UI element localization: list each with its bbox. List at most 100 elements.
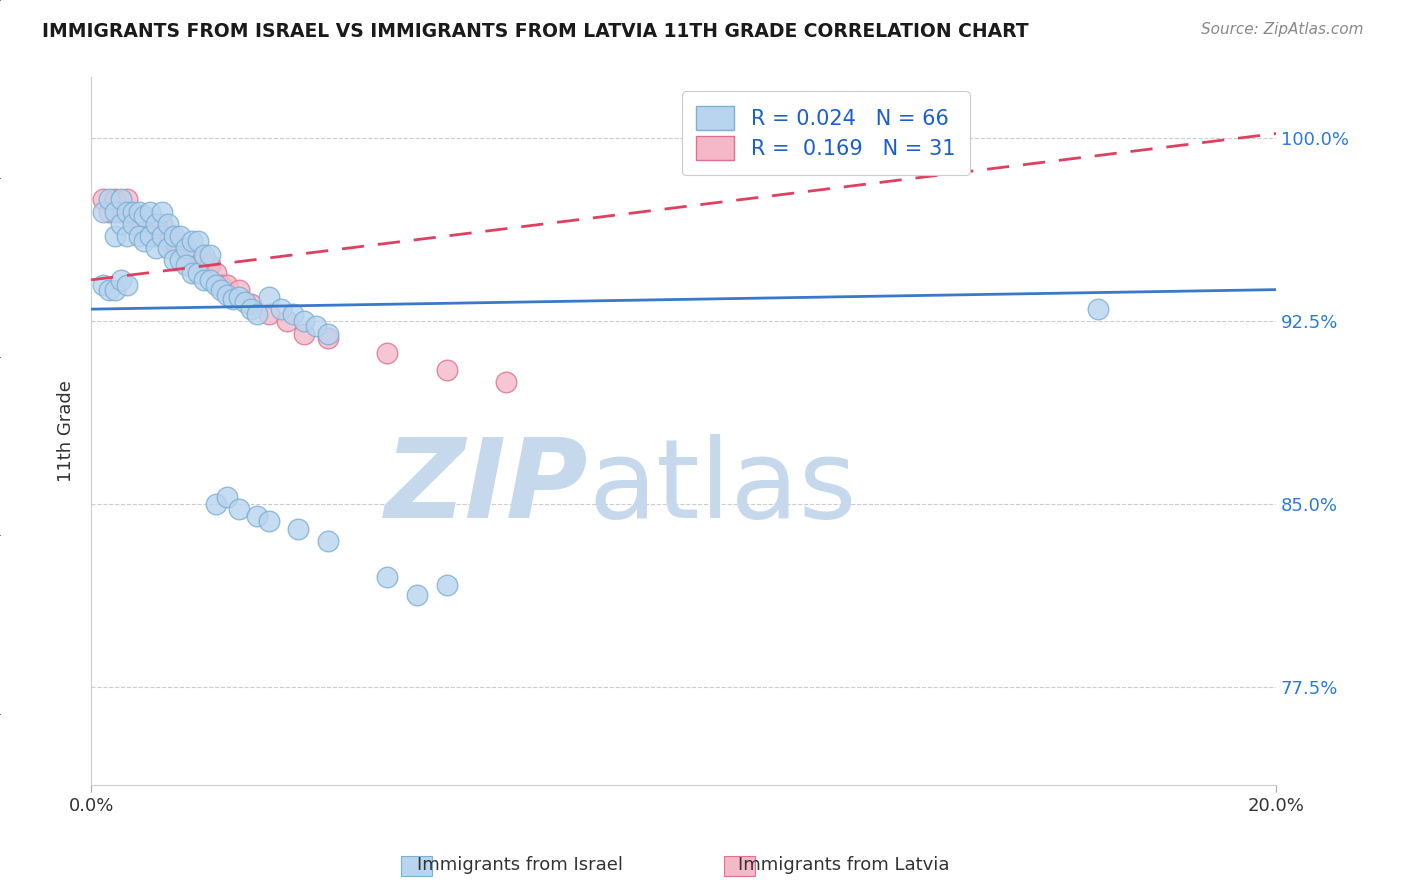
Point <box>110 273 132 287</box>
Point <box>97 204 120 219</box>
Point <box>180 248 202 262</box>
Point <box>169 241 191 255</box>
Point <box>150 217 173 231</box>
Point <box>157 234 180 248</box>
Point <box>91 193 114 207</box>
Point <box>187 258 209 272</box>
Point <box>163 234 186 248</box>
Point <box>228 283 250 297</box>
Point <box>104 204 127 219</box>
Point <box>104 283 127 297</box>
Text: atlas: atlas <box>589 434 858 541</box>
Point <box>139 204 162 219</box>
Point <box>305 319 328 334</box>
Point <box>169 253 191 268</box>
Point <box>211 277 233 292</box>
Point <box>150 229 173 244</box>
Point <box>115 204 138 219</box>
Point <box>193 253 215 268</box>
Point <box>287 522 309 536</box>
Point <box>163 229 186 244</box>
Point <box>174 241 197 255</box>
Point <box>150 204 173 219</box>
Point <box>169 229 191 244</box>
Point <box>233 294 256 309</box>
Point <box>174 258 197 272</box>
Point <box>180 234 202 248</box>
Point <box>139 229 162 244</box>
Point <box>276 314 298 328</box>
Point <box>211 283 233 297</box>
Point <box>257 307 280 321</box>
FancyBboxPatch shape <box>724 856 755 876</box>
Point <box>217 277 239 292</box>
Point <box>97 193 120 207</box>
Point <box>128 229 150 244</box>
Point <box>139 217 162 231</box>
Point <box>316 326 339 341</box>
Point <box>316 533 339 548</box>
Point <box>157 217 180 231</box>
Point <box>121 210 143 224</box>
Point <box>193 248 215 262</box>
Point <box>174 241 197 255</box>
Point <box>228 502 250 516</box>
Text: IMMIGRANTS FROM ISRAEL VS IMMIGRANTS FROM LATVIA 11TH GRADE CORRELATION CHART: IMMIGRANTS FROM ISRAEL VS IMMIGRANTS FRO… <box>42 22 1029 41</box>
Point <box>204 497 226 511</box>
Point <box>115 193 138 207</box>
Point <box>436 363 458 377</box>
Point <box>204 277 226 292</box>
Point <box>222 293 245 307</box>
Point <box>104 193 127 207</box>
FancyBboxPatch shape <box>401 856 432 876</box>
Point <box>406 587 429 601</box>
Point <box>495 376 517 390</box>
Point <box>246 509 269 524</box>
Point <box>115 229 138 244</box>
Point <box>240 302 263 317</box>
Point <box>316 331 339 345</box>
Point <box>145 241 167 255</box>
Text: Immigrants from Latvia: Immigrants from Latvia <box>738 855 949 873</box>
Point <box>91 204 114 219</box>
Point <box>134 234 156 248</box>
Point <box>240 297 263 311</box>
Point <box>198 248 221 262</box>
Legend: R = 0.024   N = 66, R =  0.169   N = 31: R = 0.024 N = 66, R = 0.169 N = 31 <box>682 91 970 175</box>
Point <box>377 570 399 584</box>
Point <box>281 307 304 321</box>
Point <box>110 217 132 231</box>
Text: Immigrants from Israel: Immigrants from Israel <box>418 855 623 873</box>
Point <box>145 217 167 231</box>
Point <box>121 204 143 219</box>
Point <box>198 273 221 287</box>
Point <box>187 234 209 248</box>
Point <box>157 241 180 255</box>
Text: Source: ZipAtlas.com: Source: ZipAtlas.com <box>1201 22 1364 37</box>
Point <box>134 210 156 224</box>
Point <box>121 217 143 231</box>
Point <box>217 287 239 301</box>
Point <box>270 302 292 317</box>
Point <box>198 258 221 272</box>
Point <box>115 277 138 292</box>
Point <box>1087 302 1109 317</box>
Point <box>257 290 280 304</box>
Point <box>110 204 132 219</box>
Point <box>377 346 399 360</box>
Point <box>145 229 167 244</box>
Point <box>294 326 316 341</box>
Point <box>128 204 150 219</box>
Point <box>134 210 156 224</box>
Point <box>97 283 120 297</box>
Point <box>204 266 226 280</box>
Point <box>91 277 114 292</box>
Point <box>180 266 202 280</box>
Point <box>104 229 127 244</box>
Point <box>257 514 280 528</box>
Point <box>217 490 239 504</box>
Point <box>294 314 316 328</box>
Y-axis label: 11th Grade: 11th Grade <box>58 380 75 482</box>
Point <box>163 253 186 268</box>
Point <box>436 578 458 592</box>
